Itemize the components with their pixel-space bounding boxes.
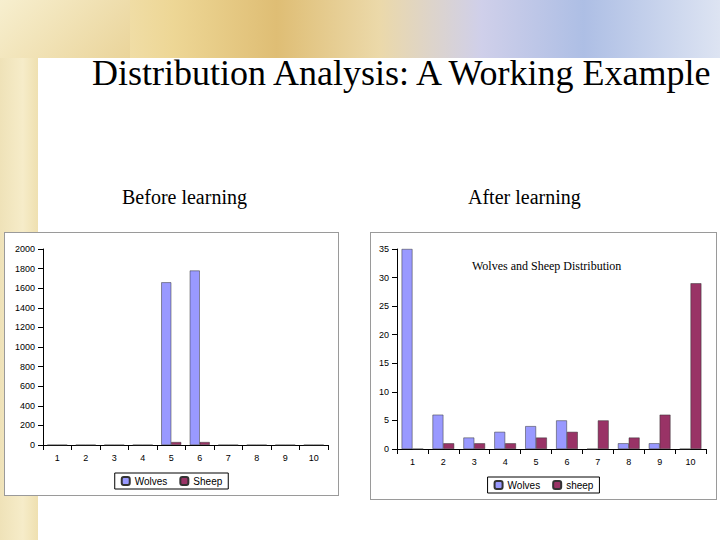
svg-text:25: 25 [379, 301, 389, 311]
svg-text:0: 0 [384, 444, 389, 454]
svg-text:0: 0 [30, 440, 35, 450]
svg-text:200: 200 [20, 420, 35, 430]
svg-text:9: 9 [283, 453, 288, 463]
svg-text:20: 20 [379, 330, 389, 340]
html-text:Before learning: Before learning [122, 186, 247, 208]
svg-text:5: 5 [169, 453, 174, 463]
svg-text:10: 10 [379, 387, 389, 397]
svg-text:15: 15 [379, 358, 389, 368]
svg-text:3: 3 [112, 453, 117, 463]
svg-text:4: 4 [140, 453, 145, 463]
svg-text:2: 2 [83, 453, 88, 463]
svg-text:1: 1 [410, 457, 415, 467]
svg-text:400: 400 [20, 401, 35, 411]
svg-text:2: 2 [441, 457, 446, 467]
svg-text:1000: 1000 [15, 342, 35, 352]
svg-text:1400: 1400 [15, 303, 35, 313]
svg-text:Wolves and Sheep Distribution: Wolves and Sheep Distribution [472, 259, 621, 273]
svg-text:Wolves: Wolves [508, 480, 541, 491]
svg-text:1200: 1200 [15, 322, 35, 332]
svg-text:35: 35 [379, 244, 389, 254]
svg-text:2000: 2000 [15, 244, 35, 254]
svg-text:1600: 1600 [15, 283, 35, 293]
svg-text:3: 3 [472, 457, 477, 467]
svg-text:9: 9 [657, 457, 662, 467]
svg-text:10: 10 [309, 453, 319, 463]
svg-text:5: 5 [534, 457, 539, 467]
svg-text:800: 800 [20, 362, 35, 372]
svg-text:7: 7 [595, 457, 600, 467]
svg-text:6: 6 [564, 457, 569, 467]
svg-text:6: 6 [197, 453, 202, 463]
svg-text:1: 1 [55, 453, 60, 463]
html-text:After learning: After learning [468, 186, 581, 208]
svg-text:1800: 1800 [15, 264, 35, 274]
svg-text:Wolves: Wolves [135, 476, 168, 487]
svg-text:5: 5 [384, 415, 389, 425]
html-text:Distribution Analysis: A Worki: Distribution Analysis: A Working Example [92, 53, 711, 93]
svg-text:7: 7 [226, 453, 231, 463]
svg-text:4: 4 [503, 457, 508, 467]
svg-text:10: 10 [686, 457, 696, 467]
svg-text:8: 8 [254, 453, 259, 463]
svg-text:Sheep: Sheep [193, 476, 222, 487]
svg-text:sheep: sheep [566, 480, 594, 491]
svg-text:600: 600 [20, 381, 35, 391]
svg-text:30: 30 [379, 273, 389, 283]
svg-text:8: 8 [626, 457, 631, 467]
